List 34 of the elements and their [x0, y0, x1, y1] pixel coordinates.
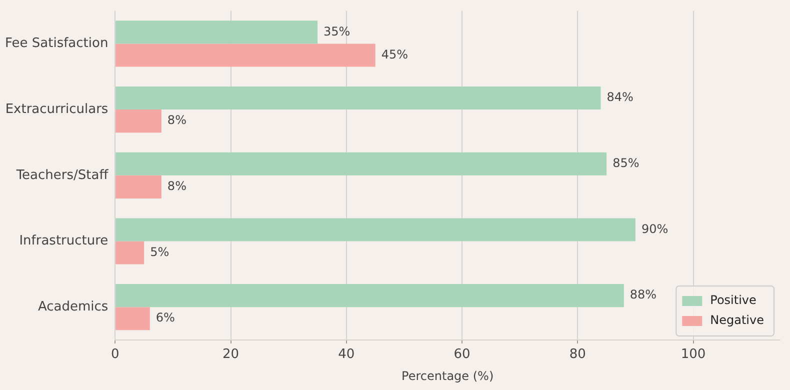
legend-label: Positive [710, 293, 756, 308]
bar [116, 218, 636, 242]
x-tick-label: 20 [222, 347, 240, 362]
y-tick-label: Fee Satisfaction [5, 36, 108, 52]
bar [116, 86, 601, 110]
y-tick-label: Extracurriculars [5, 102, 108, 117]
data-label: 35% [324, 24, 350, 38]
bar [116, 175, 162, 198]
data-label: 8% [167, 179, 186, 194]
data-label: 6% [156, 310, 175, 325]
bar [116, 284, 624, 308]
y-tick-label: Academics [38, 299, 108, 314]
bar [116, 152, 607, 176]
x-tick-label: 80 [569, 347, 586, 362]
bar [116, 44, 376, 67]
data-label: 84% [606, 90, 634, 104]
y-tick-label: Teachers/Staff [15, 168, 110, 183]
data-label: 88% [630, 288, 657, 302]
bar [116, 307, 150, 330]
data-label: 85% [612, 156, 640, 170]
bar [116, 241, 144, 264]
data-label: 45% [381, 47, 408, 62]
x-axis-title: Percentage (%) [402, 368, 494, 383]
data-label: 90% [641, 222, 668, 236]
x-tick-label: 0 [111, 347, 120, 362]
x-tick-label: 40 [338, 347, 355, 362]
bar [116, 110, 162, 133]
data-label: 8% [167, 113, 186, 128]
x-tick-label: 60 [454, 347, 470, 362]
data-label: 5% [150, 244, 170, 259]
bar [116, 20, 318, 44]
y-tick-label: Infrastructure [19, 234, 108, 249]
x-tick-label: 100 [680, 347, 706, 362]
legend-label: Negative [710, 313, 764, 328]
